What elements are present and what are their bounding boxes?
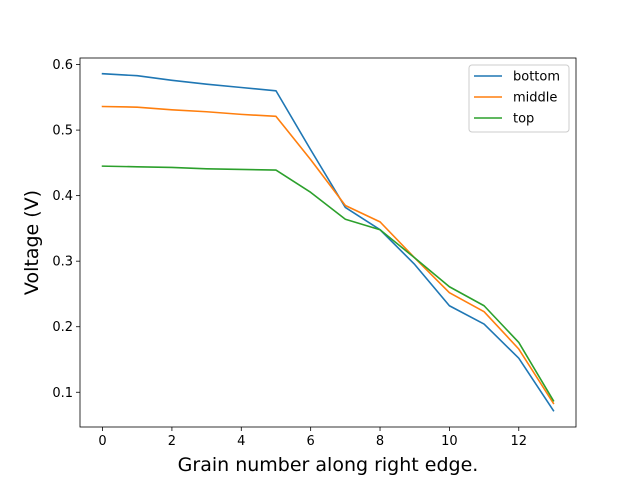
- x-tick-label: 4: [237, 434, 245, 449]
- series-layer: [101, 72, 555, 412]
- y-tick-label: 0.6: [52, 58, 73, 73]
- x-axis: 0 2 4 6 8 10 12: [98, 427, 527, 449]
- legend-label-bottom: bottom: [513, 70, 560, 85]
- series-line-bottom: [101, 72, 555, 412]
- series-line-top: [101, 165, 555, 402]
- x-tick-label: 10: [441, 434, 458, 449]
- x-tick-label: 8: [376, 434, 384, 449]
- y-axis: 0.1 0.2 0.3 0.4 0.5 0.6: [52, 58, 80, 401]
- legend-box: [468, 64, 570, 133]
- plot-frame: [79, 57, 577, 428]
- y-tick-label: 0.2: [52, 320, 73, 335]
- x-tick-label: 12: [510, 434, 527, 449]
- y-tick-label: 0.5: [52, 124, 73, 139]
- legend-label-top: top: [513, 112, 534, 127]
- series-line-middle: [101, 105, 555, 405]
- y-tick-label: 0.3: [52, 255, 73, 270]
- x-tick-label: 0: [98, 434, 106, 449]
- y-axis-title: Voltage (V): [21, 190, 43, 295]
- x-tick-label: 6: [307, 434, 315, 449]
- legend-label-middle: middle: [513, 91, 557, 106]
- x-tick-label: 2: [168, 434, 176, 449]
- y-tick-label: 0.4: [52, 189, 73, 204]
- y-tick-label: 0.1: [52, 386, 73, 401]
- x-axis-title: Grain number along right edge.: [178, 454, 479, 476]
- legend: bottom middle top: [468, 64, 570, 133]
- legend-entries: bottom middle top: [474, 70, 560, 127]
